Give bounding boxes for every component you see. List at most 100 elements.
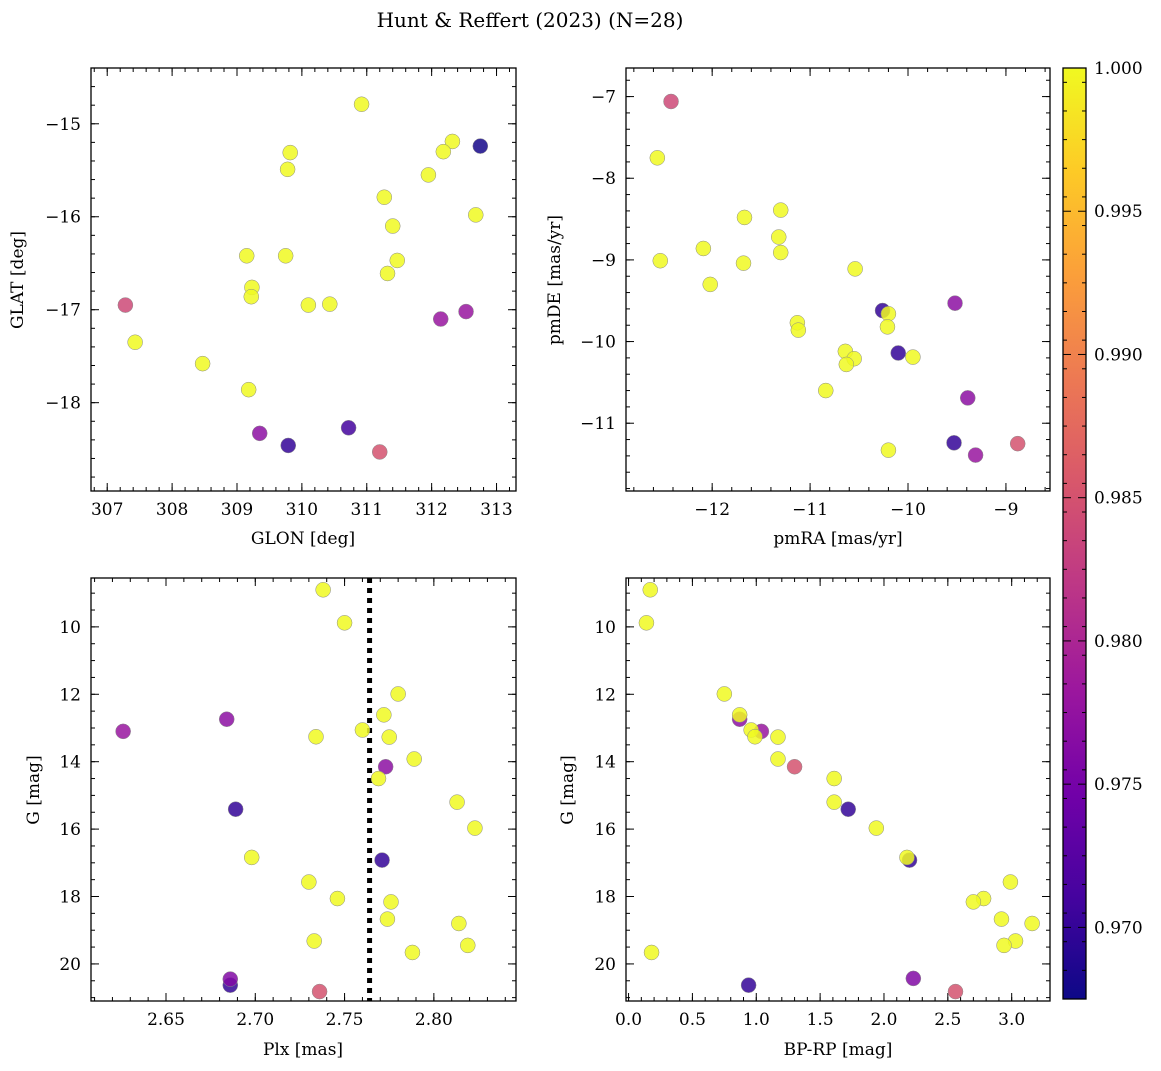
- panel-pmra-pmde-xtick-label: −11: [792, 500, 828, 520]
- panel-plx-g-point: [381, 729, 397, 745]
- panel-bprp-g-point: [770, 729, 786, 745]
- panel-pmra-pmde-xlabel: pmRA [mas/yr]: [773, 529, 902, 549]
- panel-pmra-pmde-point: [649, 150, 666, 166]
- panel-glon-glat-point: [371, 444, 388, 460]
- panel-plx-g: 2.65 2.70 2.75 2.80 10 12 14 16 18 20 Plx [mas] G…: [24, 577, 517, 1060]
- panel-pmra-pmde: −12 −11 −10 −9 −11 −10 −9 −8 −7 pmRA [mas/yr] pm…: [545, 67, 1051, 549]
- panel-plx-g-ytick-label: 12: [59, 685, 81, 705]
- panel-bprp-g-ytick-label: 16: [594, 820, 616, 840]
- panel-bprp-g-ytick-label: 12: [594, 685, 616, 705]
- panel-bprp-g-point: [731, 707, 748, 723]
- panel-pmra-pmde-point: [967, 447, 984, 463]
- panel-plx-g-point: [376, 707, 392, 723]
- panel-pmra-pmde-point: [790, 322, 807, 338]
- panel-glon-glat-point: [279, 161, 296, 178]
- panel-pmra-pmde-point: [771, 229, 787, 245]
- panel-pmra-pmde-points: [649, 93, 1026, 463]
- panel-glon-glat-point: [389, 252, 406, 269]
- panel-glon-glat-point: [127, 334, 143, 351]
- panel-glon-glat-points: [117, 96, 489, 460]
- panel-plx-g-xtick-label: 2.75: [326, 1010, 364, 1030]
- panel-bprp-g-point: [643, 944, 660, 961]
- panel-bprp-g-points: [638, 582, 1040, 1000]
- panel-glon-glat-xtick-label: 307: [91, 500, 123, 520]
- panel-bprp-g-point: [770, 751, 786, 767]
- colorbar: 0.970 0.975 0.980 0.985 0.990 0.995 1.000: [1062, 59, 1143, 1000]
- panel-pmra-pmde-point: [695, 240, 712, 257]
- panel-plx-g-ytick-label: 16: [59, 820, 81, 840]
- panel-pmra-pmde-point: [652, 252, 669, 269]
- panel-plx-g-point: [243, 849, 260, 866]
- panel-bprp-g-point: [996, 937, 1012, 954]
- panel-bprp-g-xtick-label: 0.5: [679, 1010, 706, 1030]
- panel-bprp-g-point: [868, 820, 885, 836]
- colorbar-tick-label: 0.970: [1094, 918, 1143, 938]
- panel-plx-g-point: [377, 758, 394, 775]
- panel-plx-g-ylabel: G [mag]: [24, 755, 44, 824]
- panel-glon-glat-point: [340, 420, 357, 436]
- panel-bprp-g-point: [947, 983, 964, 1000]
- panel-glon-glat-point: [251, 425, 268, 442]
- panel-bprp-g-xtick-label: 3.0: [998, 1010, 1025, 1030]
- panel-glon-glat-ytick-label: −16: [45, 208, 81, 228]
- panel-glon-glat-ylabel: GLAT [deg]: [8, 231, 28, 329]
- panel-pmra-pmde-ytick-label: −8: [591, 169, 616, 189]
- panel-pmra-pmde-point: [772, 244, 789, 261]
- panel-glon-glat-point: [238, 248, 255, 264]
- panel-plx-g-point: [315, 582, 331, 598]
- colorbar-tick-label: 0.995: [1094, 202, 1143, 222]
- panel-plx-g-xtick-label: 2.80: [415, 1010, 453, 1030]
- panel-pmra-pmde-point: [1009, 435, 1026, 452]
- panel-glon-glat-xtick-label: 313: [480, 500, 512, 520]
- panel-glon-glat-point: [379, 265, 396, 282]
- panel-pmra-pmde-xtick-label: −10: [890, 500, 926, 520]
- panel-plx-g-point: [301, 874, 317, 890]
- panel-bprp-g-xtick-label: 2.0: [870, 1010, 897, 1030]
- panel-plx-g-point: [406, 751, 422, 767]
- panel-pmra-pmde-point: [736, 209, 753, 226]
- panel-glon-glat-point: [117, 297, 134, 313]
- panel-bprp-g-point: [1002, 874, 1019, 890]
- panel-plx-g-point: [467, 820, 483, 836]
- panel-bprp-g-point: [747, 729, 763, 745]
- panel-bprp-g-point: [965, 894, 982, 910]
- panel-bprp-g-xtick-label: 1.5: [807, 1010, 834, 1030]
- panel-pmra-pmde-point: [880, 306, 897, 322]
- panel-bprp-g-xtick-label: 2.5: [934, 1010, 961, 1030]
- panel-glon-glat-point: [240, 381, 257, 398]
- panel-glon-glat-point: [376, 189, 393, 205]
- panel-glon-glat-point: [277, 248, 294, 264]
- panel-bprp-g-point: [840, 801, 856, 817]
- panel-pmra-pmde-xtick-label: −12: [694, 500, 730, 520]
- panel-plx-g-point: [383, 894, 399, 910]
- panel-pmra-pmde-ytick-label: −10: [580, 333, 616, 353]
- panel-glon-glat-point: [384, 218, 401, 234]
- panel-glon-glat-frame: [90, 67, 517, 492]
- colorbar-ticks: 0.970 0.975 0.980 0.985 0.990 0.995 1.000: [1063, 59, 1143, 1000]
- panel-glon-glat-point: [280, 437, 297, 454]
- panel-glon-glat-xtick-label: 310: [286, 500, 318, 520]
- panel-glon-glat-ytick-label: −18: [45, 394, 81, 414]
- panel-glon-glat-point: [282, 144, 298, 161]
- panel-plx-g-point: [451, 915, 467, 932]
- panel-glon-glat-point: [194, 355, 211, 372]
- panel-bprp-g-point: [716, 686, 733, 702]
- panel-plx-g-point: [115, 723, 131, 740]
- panel-glon-glat-point: [420, 167, 437, 183]
- panel-glon-glat-ytick-label: −17: [45, 301, 81, 321]
- panel-glon-glat-point: [432, 311, 449, 327]
- panel-bprp-g-point: [826, 770, 842, 787]
- panel-plx-g-point: [306, 933, 322, 949]
- panel-glon-glat-xlabel: GLON [deg]: [251, 529, 355, 549]
- panel-pmra-pmde-ytick-label: −9: [591, 251, 616, 271]
- panel-bprp-g-ytick-label: 10: [594, 618, 616, 638]
- panel-bprp-g-xlabel: BP-RP [mag]: [784, 1040, 893, 1060]
- panel-plx-g-point: [460, 937, 476, 954]
- panel-glon-glat-ticks: 307 308 309 310 311 312 313 −18 −17 −16 −15: [45, 67, 516, 520]
- panel-bprp-g-point: [826, 794, 842, 810]
- panel-pmra-pmde-point: [772, 202, 789, 218]
- panel-plx-g-point: [379, 911, 396, 927]
- panel-glon-glat-xtick-label: 312: [415, 500, 447, 520]
- panel-bprp-g-ticks: 0.0 0.5 1.0 1.5 2.0 2.5 3.0 10 12 14 16 18 20: [594, 578, 1050, 1030]
